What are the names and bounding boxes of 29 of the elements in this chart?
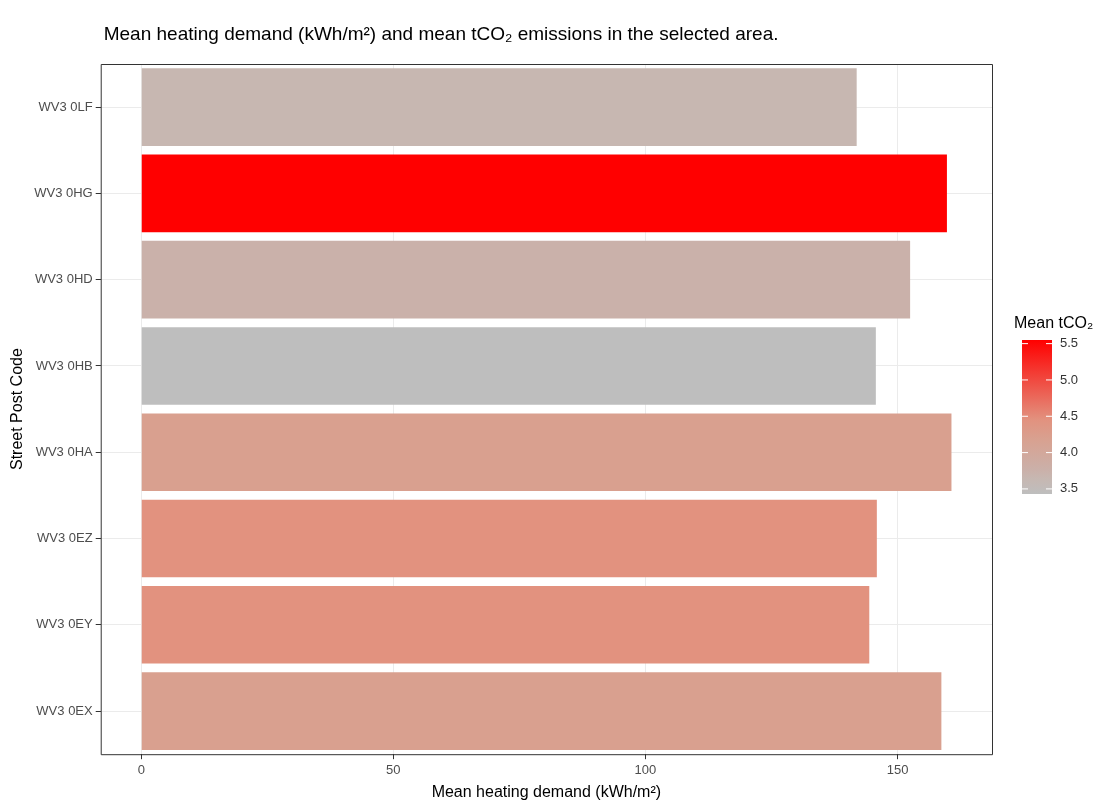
y-tick-label: WV3 0EY: [36, 616, 94, 632]
bar: [141, 240, 911, 319]
color-bar-label: 4.0: [1060, 444, 1079, 460]
y-tick-label: WV3 0HG: [34, 184, 93, 200]
y-tick-label: WV3 0HB: [35, 357, 93, 373]
y-tick-label: WV3 0LF: [38, 98, 93, 114]
color-bar-label: 4.5: [1060, 407, 1079, 423]
color-bar-label: 3.5: [1060, 480, 1079, 496]
x-tick-label: 50: [386, 761, 401, 777]
color-bar-label: 5.5: [1060, 335, 1079, 351]
x-tick-label: 0: [137, 761, 145, 777]
y-tick-label: WV3 0HD: [34, 271, 93, 287]
x-axis-title: Mean heating demand (kWh/m²): [431, 782, 662, 800]
chart-title: Mean heating demand (kWh/m²) and mean tCO₂ emissions in the selected area.: [103, 23, 779, 45]
x-tick-label: 100: [634, 761, 657, 777]
bar: [141, 672, 942, 750]
x-tick-label: 150: [886, 761, 909, 777]
bar: [141, 68, 857, 146]
color-bar-title: Mean tCO₂: [1014, 314, 1094, 331]
y-tick-label: WV3 0EX: [36, 702, 94, 718]
color-bar-label: 5.0: [1060, 371, 1079, 387]
bar: [141, 413, 952, 492]
bar: [141, 327, 876, 405]
bar: [141, 499, 877, 578]
bar: [141, 585, 870, 664]
y-axis-title: Street Post Code: [8, 348, 26, 471]
bar: [141, 154, 947, 233]
y-tick-label: WV3 0EZ: [37, 530, 93, 546]
y-tick-label: WV3 0HA: [35, 443, 94, 459]
